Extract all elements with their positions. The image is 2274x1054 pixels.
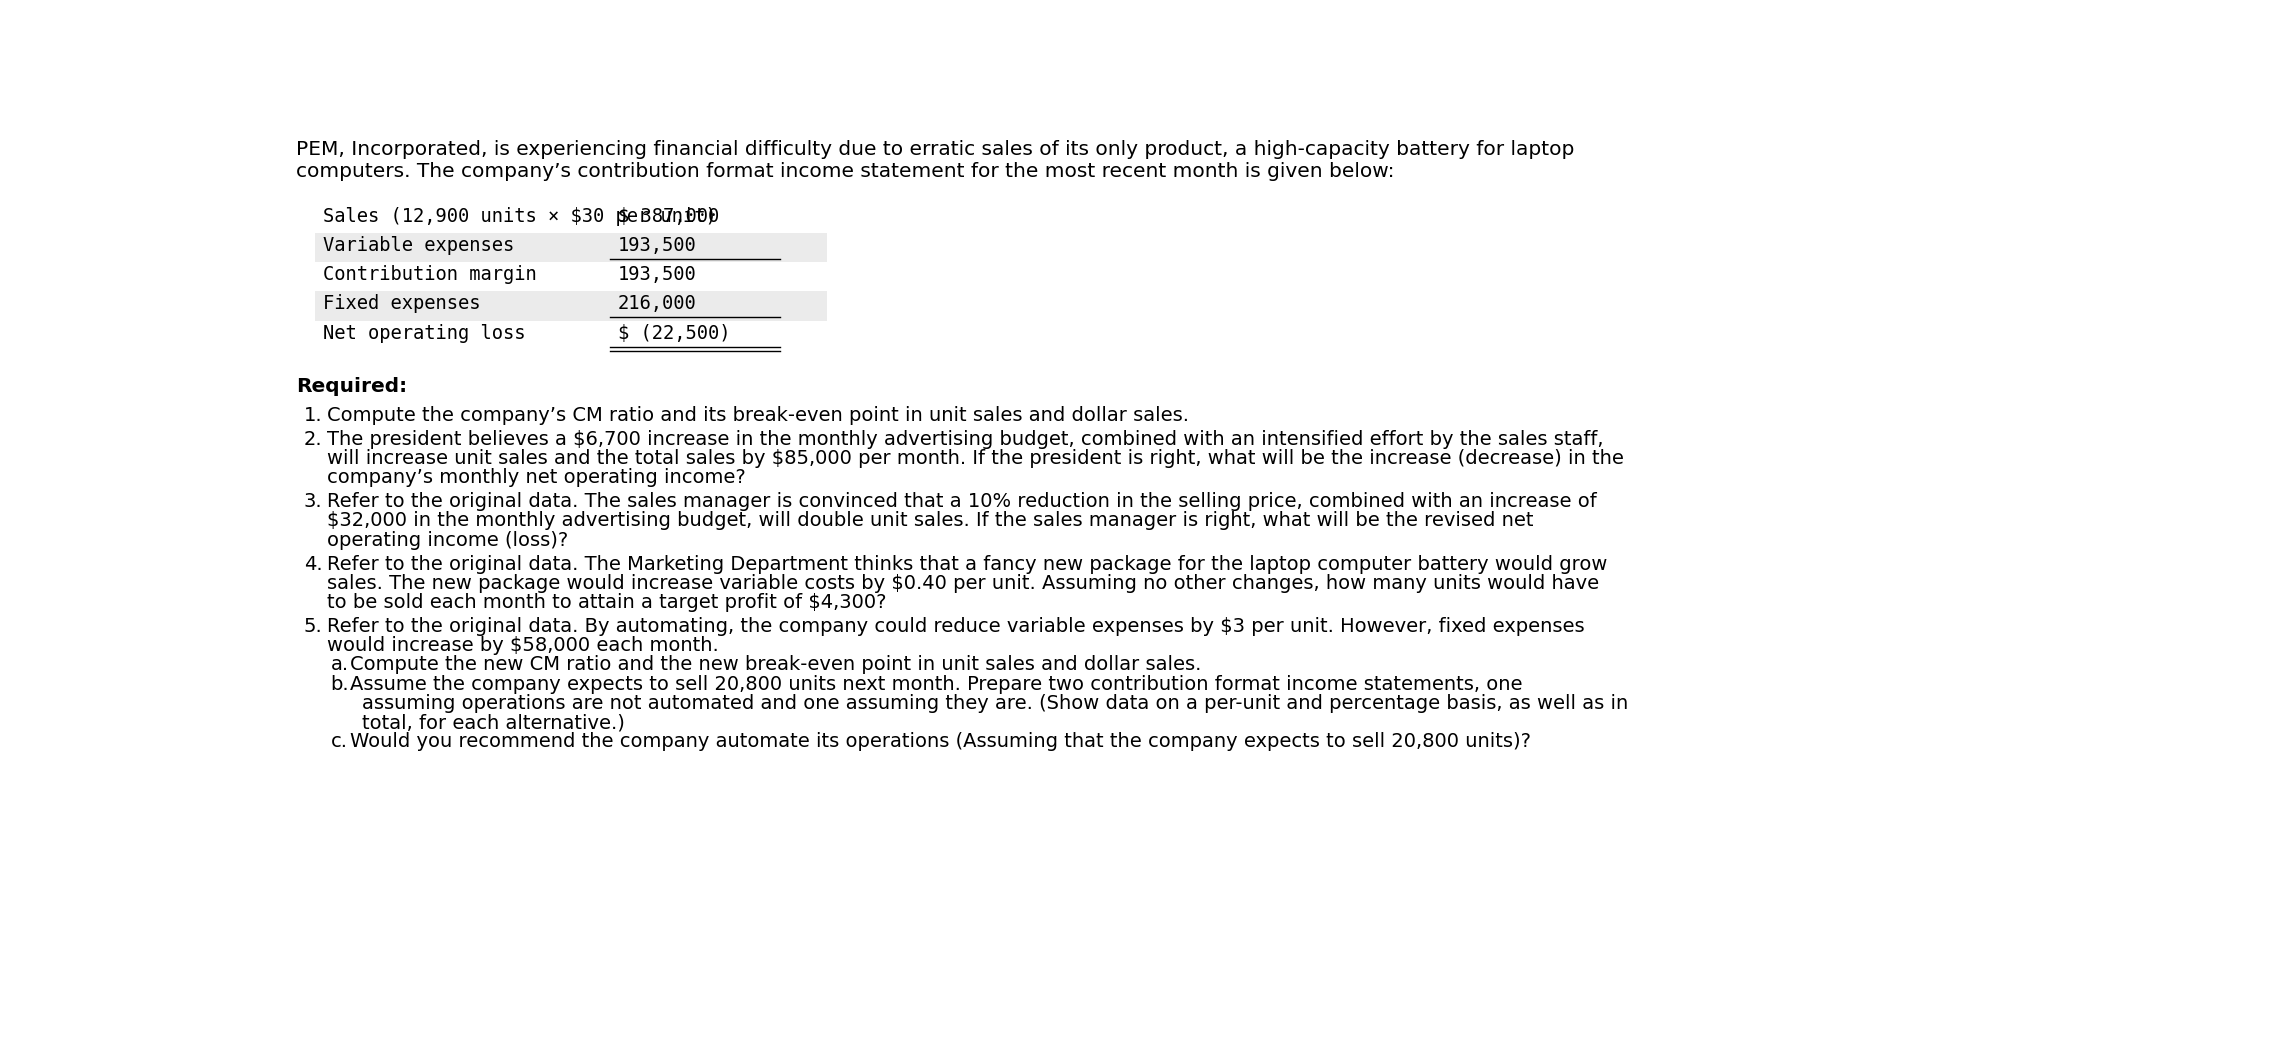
Text: $ 387,000: $ 387,000 — [619, 207, 719, 226]
Text: Compute the new CM ratio and the new break-even point in unit sales and dollar s: Compute the new CM ratio and the new bre… — [350, 656, 1201, 675]
Text: operating income (loss)?: operating income (loss)? — [327, 531, 568, 550]
Text: sales. The new package would increase variable costs by $0.40 per unit. Assuming: sales. The new package would increase va… — [327, 573, 1599, 592]
Bar — [316, 291, 828, 320]
Text: 2.: 2. — [305, 430, 323, 449]
Bar — [316, 233, 828, 262]
Text: would increase by $58,000 each month.: would increase by $58,000 each month. — [327, 637, 719, 656]
Text: to be sold each month to attain a target profit of $4,300?: to be sold each month to attain a target… — [327, 593, 887, 612]
Text: b.: b. — [330, 675, 350, 694]
Text: total, for each alternative.): total, for each alternative.) — [362, 714, 625, 733]
Text: will increase unit sales and the total sales by $85,000 per month. If the presid: will increase unit sales and the total s… — [327, 449, 1624, 468]
Text: $32,000 in the monthly advertising budget, will double unit sales. If the sales : $32,000 in the monthly advertising budge… — [327, 511, 1533, 530]
Text: c.: c. — [330, 733, 348, 752]
Text: 193,500: 193,500 — [619, 265, 696, 285]
Text: Compute the company’s CM ratio and its break-even point in unit sales and dollar: Compute the company’s CM ratio and its b… — [327, 406, 1189, 425]
Text: Refer to the original data. By automating, the company could reduce variable exp: Refer to the original data. By automatin… — [327, 617, 1585, 636]
Text: Net operating loss: Net operating loss — [323, 324, 525, 343]
Text: 1.: 1. — [305, 406, 323, 425]
Text: company’s monthly net operating income?: company’s monthly net operating income? — [327, 468, 746, 487]
Text: Fixed expenses: Fixed expenses — [323, 294, 480, 313]
Text: 4.: 4. — [305, 554, 323, 573]
Text: assuming operations are not automated and one assuming they are. (Show data on a: assuming operations are not automated an… — [362, 694, 1628, 713]
Text: The president believes a $6,700 increase in the monthly advertising budget, comb: The president believes a $6,700 increase… — [327, 430, 1603, 449]
Text: computers. The company’s contribution format income statement for the most recen: computers. The company’s contribution fo… — [296, 162, 1394, 181]
Text: 216,000: 216,000 — [619, 294, 696, 313]
Text: a.: a. — [330, 656, 348, 675]
Text: PEM, Incorporated, is experiencing financial difficulty due to erratic sales of : PEM, Incorporated, is experiencing finan… — [296, 140, 1574, 159]
Text: Required:: Required: — [296, 376, 407, 395]
Text: $ (22,500): $ (22,500) — [619, 324, 730, 343]
Text: Variable expenses: Variable expenses — [323, 236, 514, 255]
Text: 3.: 3. — [305, 492, 323, 511]
Text: Sales (12,900 units × $30 per unit): Sales (12,900 units × $30 per unit) — [323, 207, 716, 226]
Text: Would you recommend the company automate its operations (Assuming that the compa: Would you recommend the company automate… — [350, 733, 1530, 752]
Text: 193,500: 193,500 — [619, 236, 696, 255]
Text: 5.: 5. — [305, 617, 323, 636]
Text: Refer to the original data. The sales manager is convinced that a 10% reduction : Refer to the original data. The sales ma… — [327, 492, 1596, 511]
Text: Assume the company expects to sell 20,800 units next month. Prepare two contribu: Assume the company expects to sell 20,80… — [350, 675, 1524, 694]
Text: Contribution margin: Contribution margin — [323, 265, 537, 285]
Text: Refer to the original data. The Marketing Department thinks that a fancy new pac: Refer to the original data. The Marketin… — [327, 554, 1608, 573]
